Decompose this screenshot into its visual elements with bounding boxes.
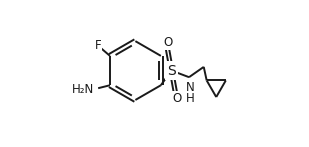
Text: O: O [173,92,182,105]
Text: H₂N: H₂N [72,83,95,96]
Text: F: F [95,39,101,52]
Text: O: O [164,36,173,49]
Text: N
H: N H [185,81,194,105]
Text: S: S [167,64,176,78]
